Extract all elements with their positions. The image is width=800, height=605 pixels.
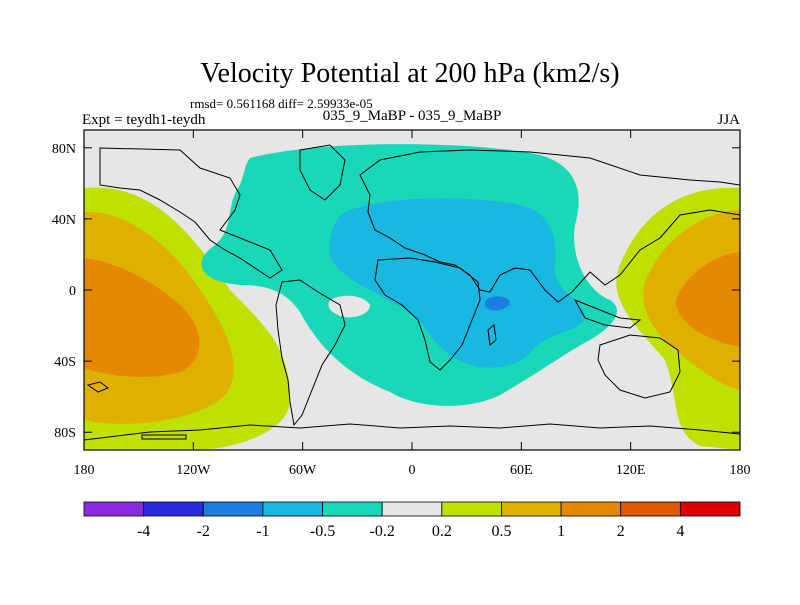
x-tick-label: 120W	[176, 463, 211, 478]
y-tick-label: 0	[69, 284, 76, 299]
experiment-label: Expt = teydh1-teydh	[82, 112, 206, 128]
colorbar-swatch	[143, 501, 204, 517]
x-tick-label: 60E	[510, 463, 533, 478]
colorbar-label: -0.5	[310, 523, 335, 540]
stats-label: rmsd= 0.561168 diff= 2.59933e-05	[190, 96, 373, 111]
colorbar-swatch	[679, 501, 741, 517]
colorbar-label: -1	[256, 523, 269, 540]
colorbar-label: -2	[197, 523, 210, 540]
colorbar-swatch	[620, 501, 681, 517]
colorbar-label: 0.5	[491, 523, 511, 540]
y-tick-label: 80S	[54, 426, 76, 441]
map-plot-area	[84, 130, 740, 450]
x-tick-label: 180	[74, 463, 95, 478]
colorbar-swatch	[441, 501, 502, 517]
x-tick-label: 0	[409, 463, 416, 478]
contour-west-1	[84, 258, 200, 377]
colorbar-swatch	[501, 501, 562, 517]
coastlines	[84, 144, 740, 441]
chart-title: Velocity Potential at 200 hPa (km2/s)	[200, 58, 619, 89]
colorbar-swatch	[560, 501, 622, 517]
axis-ticks: 180 120W 60W 0 60E 120E 180 80N 40N 0 40S 80S	[52, 130, 751, 478]
case-label: 035_9_MaBP - 035_9_MaBP	[323, 108, 502, 124]
colorbar-label: -4	[137, 523, 150, 540]
y-tick-label: 40N	[52, 213, 76, 228]
colorbar-label: 1	[557, 523, 565, 540]
contour-atlantic-gap	[328, 295, 370, 318]
colorbar-swatch	[83, 501, 145, 517]
colorbar-label: 0.2	[432, 523, 452, 540]
colorbar-swatch	[202, 501, 264, 517]
colorbar-swatch	[381, 501, 443, 517]
x-tick-label: 180	[730, 463, 751, 478]
x-tick-label: 120E	[616, 463, 646, 478]
season-label: JJA	[717, 112, 740, 128]
colorbar-label: 2	[617, 523, 625, 540]
contour-east-1	[676, 252, 740, 347]
x-tick-label: 60W	[289, 463, 317, 478]
y-tick-label: 40S	[54, 355, 76, 370]
y-tick-label: 80N	[52, 142, 76, 157]
colorbar: -4 -2 -1 -0.5 -0.2 0.2 0.5 1 2 4	[83, 501, 741, 540]
colorbar-swatch	[322, 501, 383, 517]
colorbar-label: 4	[676, 523, 684, 540]
colorbar-label: -0.2	[370, 523, 395, 540]
colorbar-swatch	[262, 501, 323, 517]
contour-center-neg-1	[484, 296, 510, 311]
